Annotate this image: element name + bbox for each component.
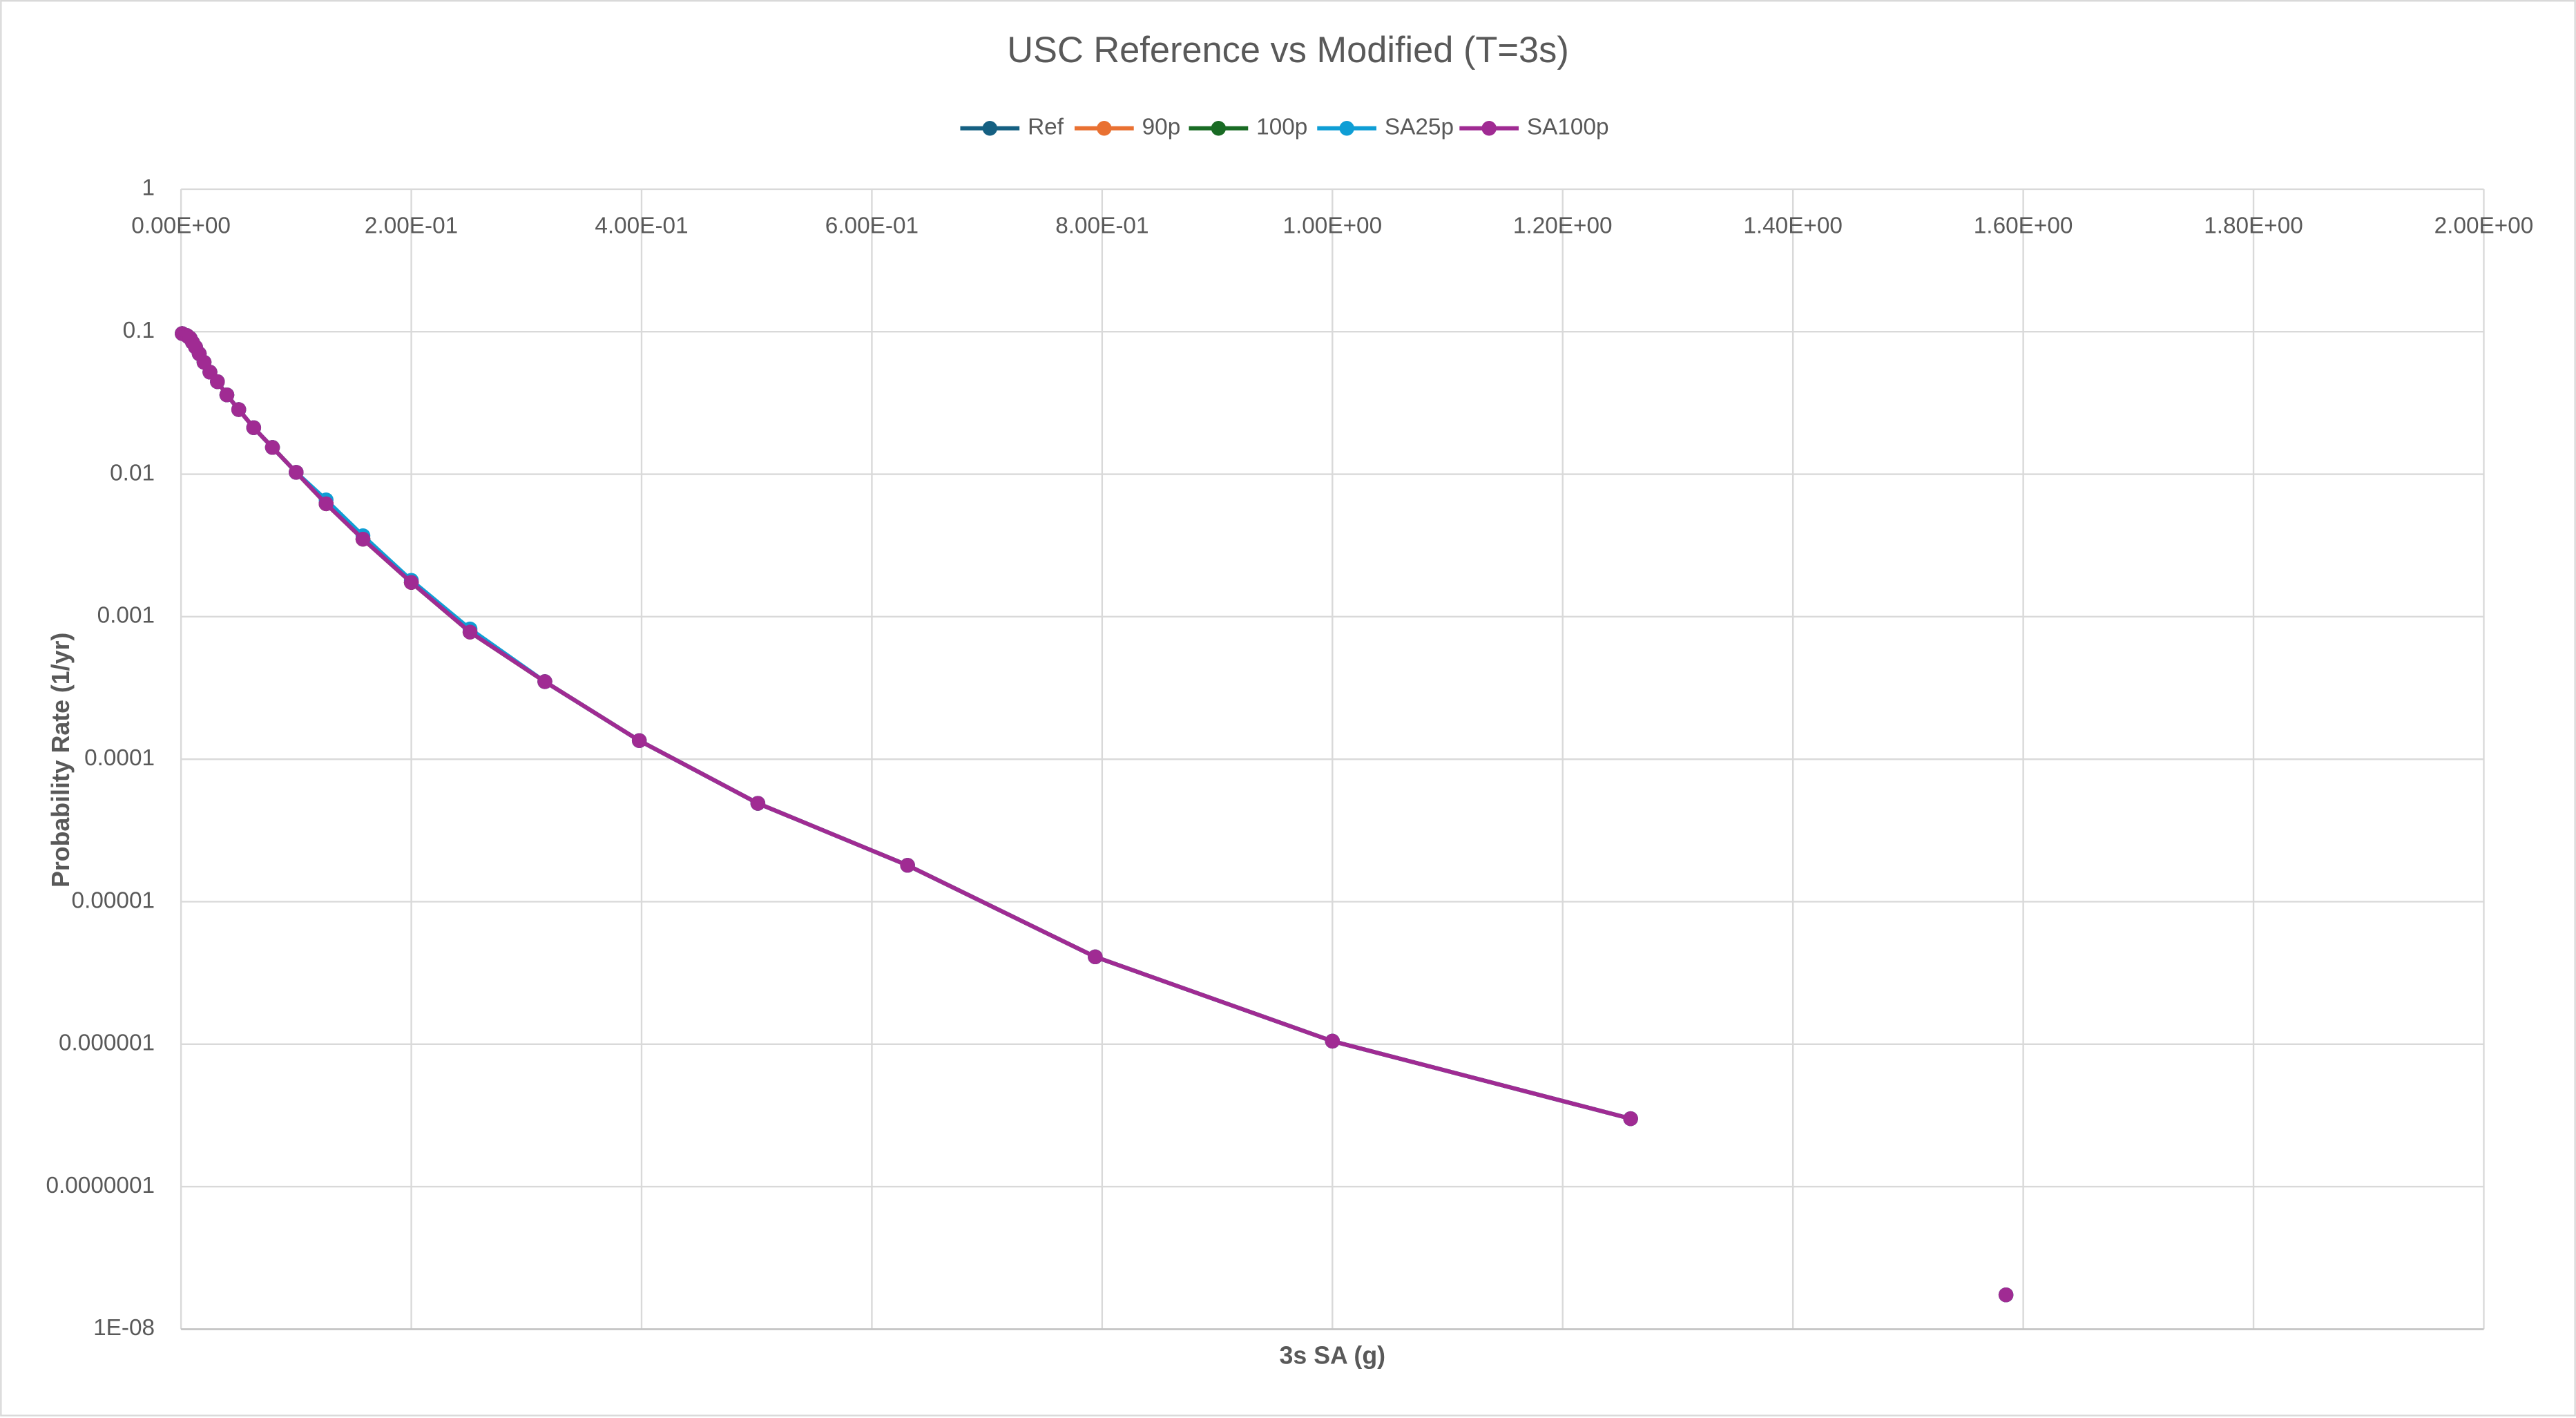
x-tick-label: 6.00E-01 <box>825 213 919 238</box>
y-tick-label: 0.000001 <box>59 1031 155 1056</box>
legend-label: 100p <box>1256 115 1307 140</box>
x-tick-label: 2.00E+00 <box>2434 213 2534 238</box>
data-point <box>231 402 247 417</box>
data-point <box>265 440 280 455</box>
legend-label: 90p <box>1142 115 1181 140</box>
data-point <box>1325 1033 1340 1049</box>
data-point <box>289 465 304 480</box>
y-axis-label: Probability Rate (1/yr) <box>47 633 75 888</box>
x-tick-label: 4.00E-01 <box>595 213 688 238</box>
legend-marker <box>1481 121 1497 136</box>
data-point <box>318 496 334 512</box>
legend-marker <box>1097 121 1112 136</box>
y-tick-label: 0.0001 <box>84 745 155 771</box>
data-point <box>462 624 478 640</box>
x-tick-label: 2.00E-01 <box>365 213 458 238</box>
chart-title: USC Reference vs Modified (T=3s) <box>1007 30 1569 70</box>
y-tick-label: 0.001 <box>97 603 155 629</box>
x-tick-label: 8.00E-01 <box>1055 213 1148 238</box>
data-point <box>403 575 419 590</box>
data-point <box>1998 1287 2014 1303</box>
y-tick-label: 1E-08 <box>93 1315 155 1341</box>
y-tick-label: 0.01 <box>110 460 155 486</box>
y-tick-label: 0.00001 <box>72 888 155 913</box>
x-tick-label: 1.20E+00 <box>1513 213 1613 238</box>
data-point <box>246 420 262 435</box>
legend-marker <box>982 121 998 136</box>
data-point <box>537 674 552 689</box>
legend-marker <box>1339 121 1354 136</box>
y-tick-label: 0.0000001 <box>46 1173 155 1198</box>
legend-label: SA25p <box>1385 115 1454 140</box>
data-point <box>631 733 647 748</box>
data-point <box>1088 949 1103 965</box>
y-tick-label: 0.1 <box>123 318 155 343</box>
x-tick-label: 1.80E+00 <box>2204 213 2303 238</box>
x-tick-label: 0.00E+00 <box>131 213 231 238</box>
x-axis-label: 3s SA (g) <box>1280 1341 1385 1369</box>
y-tick-label: 1 <box>142 175 155 201</box>
data-point <box>219 387 235 403</box>
x-tick-label: 1.40E+00 <box>1743 213 1843 238</box>
x-tick-label: 1.00E+00 <box>1282 213 1382 238</box>
data-point <box>750 796 766 811</box>
legend-marker <box>1211 121 1227 136</box>
data-point <box>210 374 225 390</box>
legend-label: Ref <box>1028 115 1064 140</box>
data-point <box>900 858 915 873</box>
data-point <box>355 531 371 547</box>
data-point <box>1623 1111 1638 1127</box>
legend-label: SA100p <box>1527 115 1609 140</box>
x-tick-label: 1.60E+00 <box>1974 213 2073 238</box>
